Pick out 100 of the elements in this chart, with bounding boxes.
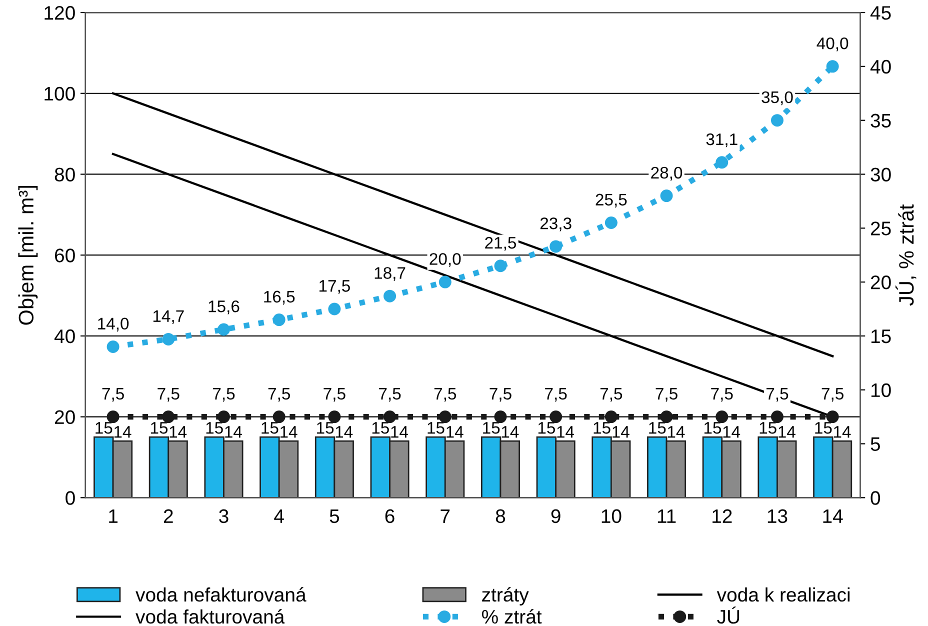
legend-label: voda k realizaci — [716, 587, 850, 602]
point — [438, 276, 452, 288]
point — [384, 410, 396, 424]
point — [826, 410, 839, 424]
y-tick-label: 60 — [55, 248, 75, 262]
y-tick-label: 20 — [55, 410, 75, 424]
data-label: 14 — [391, 426, 408, 438]
point — [272, 314, 286, 326]
point — [604, 410, 618, 424]
data-label: 14 — [668, 426, 685, 438]
point — [494, 260, 507, 272]
data-label: 14 — [778, 426, 796, 438]
data-label: 7,5 — [656, 388, 678, 402]
x-tick-label: 9 — [551, 509, 560, 524]
point — [604, 216, 618, 229]
y-tick-label: 80 — [54, 168, 75, 182]
data-label: 15 — [704, 422, 722, 434]
point — [770, 410, 784, 424]
point — [550, 240, 562, 253]
data-label: 14 — [114, 426, 132, 438]
point — [660, 410, 673, 424]
data-label: 15 — [815, 422, 832, 434]
y2-tick-label: 10 — [871, 383, 891, 398]
point — [328, 410, 341, 424]
point — [770, 114, 784, 127]
x-tick-label: 6 — [385, 509, 394, 524]
data-label: 14 — [170, 426, 187, 438]
data-label: 28,0 — [651, 166, 682, 181]
data-label: 15 — [317, 422, 334, 434]
legend-label: voda nefakturovaná — [136, 587, 306, 602]
data-label: 15 — [428, 422, 444, 434]
data-label: 17,5 — [320, 280, 350, 294]
point — [217, 323, 230, 336]
x-tick-label: 12 — [712, 509, 732, 523]
point — [438, 410, 452, 424]
x-tick-label: 1 — [109, 509, 118, 523]
data-label: 15 — [538, 422, 555, 434]
legend-label: JÚ — [717, 606, 740, 624]
x-tick-label: 7 — [440, 509, 450, 523]
data-label: 14,7 — [153, 310, 184, 324]
point — [272, 410, 286, 424]
data-label: 7,5 — [158, 388, 180, 402]
point — [660, 190, 673, 202]
y-axis-title: Objem [mil. m³] — [18, 186, 38, 325]
data-label: 15 — [483, 422, 500, 434]
data-label: 7,5 — [766, 388, 788, 402]
data-label: 14 — [225, 426, 242, 438]
point — [494, 410, 507, 424]
data-label: 15 — [372, 422, 389, 434]
y-tick-label: 40 — [54, 329, 75, 344]
data-label: 35,0 — [762, 91, 793, 106]
legend-label: voda fakturovaná — [136, 609, 285, 624]
data-label: 7,5 — [434, 388, 456, 402]
data-label: 18,7 — [374, 267, 406, 281]
x-tick-label: 10 — [602, 509, 622, 524]
data-label: 14 — [280, 426, 298, 438]
point — [162, 332, 175, 346]
y2-tick-label: 5 — [870, 437, 880, 451]
data-label: 15 — [262, 422, 278, 434]
legend-label: % ztrát — [482, 609, 542, 624]
data-label: 7,5 — [379, 388, 401, 402]
data-label: 25,5 — [596, 194, 627, 208]
data-label: 14 — [502, 426, 519, 438]
data-label: 14 — [557, 426, 574, 438]
data-label: 15 — [594, 422, 610, 434]
data-label: 40,0 — [816, 37, 848, 52]
data-label: 15 — [96, 422, 112, 434]
point — [106, 410, 120, 424]
point — [826, 60, 839, 73]
data-label: 14 — [446, 426, 464, 438]
y2-tick-label: 35 — [870, 114, 891, 128]
data-label: 21,5 — [485, 236, 516, 251]
y2-tick-label: 15 — [871, 330, 891, 344]
data-label: 7,5 — [822, 388, 844, 402]
data-label: 15 — [206, 422, 223, 434]
data-label: 7,5 — [490, 388, 512, 402]
y-tick-label: 120 — [44, 6, 75, 20]
point — [217, 410, 230, 424]
x-tick-label: 14 — [823, 509, 843, 523]
data-label: 7,5 — [324, 388, 346, 402]
data-label: 14 — [723, 426, 740, 438]
y2-tick-label: 20 — [870, 276, 891, 290]
x-tick-label: 8 — [496, 509, 506, 524]
data-label: 14 — [612, 426, 630, 438]
data-label: 14 — [336, 426, 353, 438]
data-label: 7,5 — [213, 388, 235, 402]
legend-label: ztráty — [482, 587, 529, 606]
y2-axis-title: JÚ, % ztrát — [896, 204, 916, 306]
data-label: 15 — [649, 422, 666, 434]
data-label: 15,6 — [208, 300, 240, 314]
y-tick-label: 100 — [44, 86, 75, 101]
x-tick-label: 3 — [219, 509, 228, 524]
x-tick-label: 13 — [768, 509, 788, 524]
point — [162, 410, 175, 424]
data-label: 31,1 — [706, 133, 738, 148]
y2-tick-label: 25 — [870, 222, 891, 236]
data-label: 7,5 — [600, 388, 622, 402]
data-label: 15 — [760, 422, 776, 434]
data-label: 14,0 — [98, 318, 129, 332]
x-tick-label: 2 — [164, 509, 173, 523]
